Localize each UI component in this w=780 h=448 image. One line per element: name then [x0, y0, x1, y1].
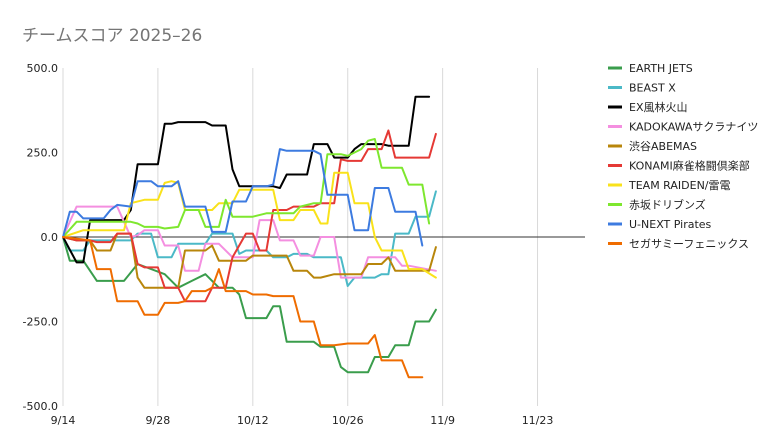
legend-label: EARTH JETS	[629, 62, 693, 75]
axes: 9/14 9/28 10/12 10/26 11/9 11/23 500.0 250.0 0.0…	[23, 62, 585, 427]
y-tick-label: 250.0	[27, 147, 59, 160]
x-tick-label: 11/9	[430, 414, 455, 427]
x-tick-label: 9/28	[146, 414, 171, 427]
y-tick-label: -500.0	[23, 400, 58, 413]
legend-label: KONAMI麻雀格闘倶楽部	[629, 159, 750, 173]
legend: EARTH JETS BEAST X EX風林火山 KADOKAWAサクラナイツ渋谷A…	[608, 62, 758, 251]
legend-label: EX風林火山	[629, 100, 688, 114]
series-line	[62, 148, 424, 247]
x-tick-label: 9/14	[51, 414, 76, 427]
legend-label: TEAM RAIDEN/雷電	[628, 179, 731, 192]
legend-label: 赤坂ドリブンズ	[629, 198, 706, 212]
y-tick-label: -250.0	[23, 316, 58, 329]
series-line	[62, 236, 424, 379]
series-line	[62, 138, 431, 238]
series-line	[62, 190, 437, 287]
x-tick-label: 11/23	[522, 414, 554, 427]
series-line	[62, 171, 437, 279]
legend-label: U-NEXT Pirates	[629, 218, 712, 231]
series-line	[62, 205, 437, 279]
series-line	[62, 95, 431, 264]
legend-label: セガサミーフェニックス	[629, 238, 749, 251]
series-line	[62, 129, 437, 303]
series-line	[62, 232, 437, 289]
chart-title: チームスコア 2025–26	[22, 26, 202, 46]
x-tick-label: 10/26	[332, 414, 364, 427]
legend-label: 渋谷ABEMAS	[629, 140, 697, 153]
legend-label: BEAST X	[629, 82, 676, 95]
legend-label: KADOKAWAサクラナイツ	[629, 121, 758, 134]
series-lines	[62, 95, 437, 379]
y-tick-label: 0.0	[41, 231, 59, 244]
y-tick-label: 500.0	[27, 62, 59, 75]
x-tick-label: 10/12	[237, 414, 269, 427]
